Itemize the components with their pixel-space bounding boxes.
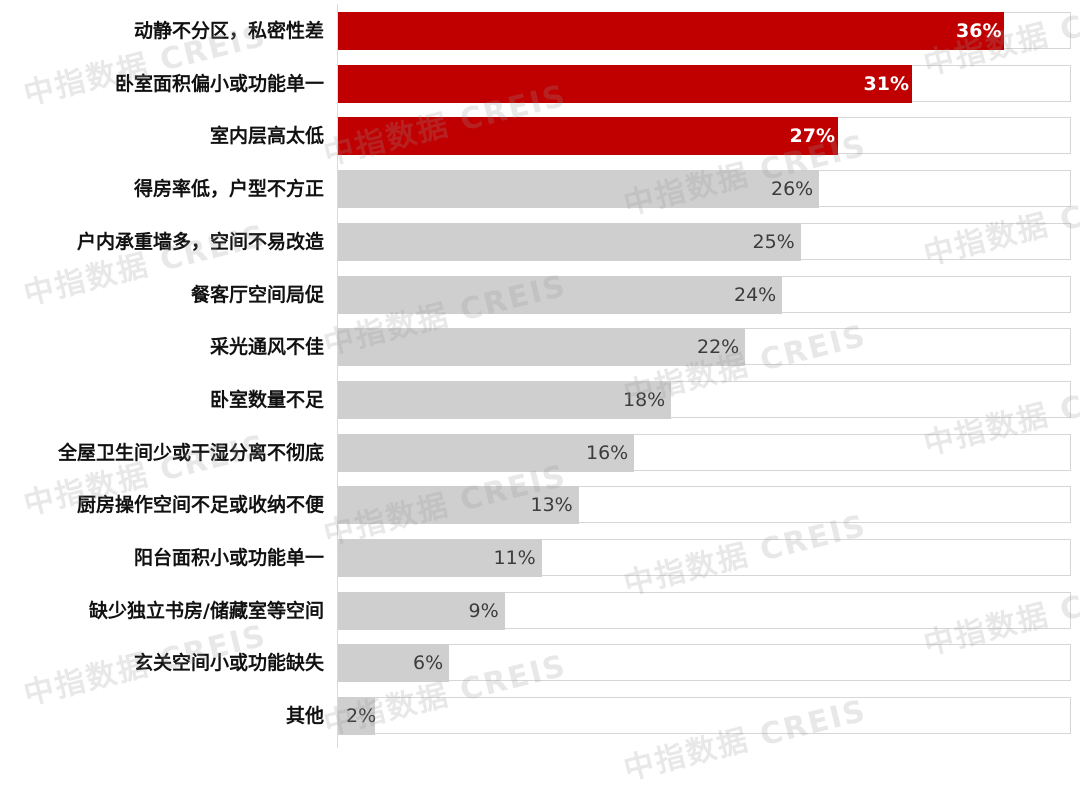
value-label: 22% <box>697 336 740 359</box>
bar <box>338 117 838 156</box>
value-label: 16% <box>586 441 629 464</box>
value-label: 24% <box>734 283 777 306</box>
category-label: 餐客厅空间局促 <box>190 283 324 306</box>
value-label: 11% <box>493 547 536 569</box>
bar <box>338 539 542 577</box>
category-label: 采光通风不佳 <box>209 336 324 359</box>
bar <box>338 170 819 209</box>
y-axis-line <box>337 4 338 748</box>
value-label: 36% <box>956 20 1002 42</box>
value-label: 2% <box>346 705 377 728</box>
value-label: 9% <box>468 599 499 622</box>
bar <box>338 380 671 419</box>
bar <box>338 328 745 367</box>
bar-row: 缺少独立书房/储藏室等空间 9% <box>0 591 1080 630</box>
category-label: 其他 <box>285 705 324 728</box>
bar <box>338 433 634 472</box>
bar-row: 阳台面积小或功能单一 11% <box>0 539 1080 577</box>
bar-row: 动静不分区，私密性差 36% <box>0 12 1080 50</box>
value-label: 25% <box>752 230 795 253</box>
value-label: 18% <box>623 388 666 411</box>
category-label: 卧室面积偏小或功能单一 <box>114 72 324 95</box>
category-label: 阳台面积小或功能单一 <box>133 547 324 569</box>
bar-row: 采光通风不佳 22% <box>0 328 1080 367</box>
value-label: 26% <box>771 178 814 201</box>
bar <box>338 64 912 103</box>
category-label: 得房率低，户型不方正 <box>133 178 324 201</box>
bar-row: 厨房操作空间不足或收纳不便 13% <box>0 486 1080 525</box>
category-label: 缺少独立书房/储藏室等空间 <box>89 599 324 622</box>
bar <box>338 275 782 314</box>
bar <box>338 12 1004 50</box>
value-label: 6% <box>413 652 444 675</box>
value-label: 31% <box>863 72 909 95</box>
bar <box>338 591 505 630</box>
value-label: 27% <box>789 125 835 148</box>
bar <box>338 644 449 683</box>
value-label: 13% <box>530 494 573 517</box>
bar <box>338 222 801 261</box>
category-label: 室内层高太低 <box>209 125 324 148</box>
bar-row: 全屋卫生间少或干湿分离不彻底 16% <box>0 433 1080 472</box>
bar-row: 卧室面积偏小或功能单一 31% <box>0 64 1080 103</box>
category-label: 卧室数量不足 <box>209 388 324 411</box>
category-label: 玄关空间小或功能缺失 <box>133 652 324 675</box>
bar-row: 玄关空间小或功能缺失 6% <box>0 644 1080 683</box>
bar-row: 室内层高太低 27% <box>0 117 1080 156</box>
bar-track <box>338 697 1071 735</box>
category-label: 全屋卫生间少或干湿分离不彻底 <box>57 441 324 464</box>
bar-row: 餐客厅空间局促 24% <box>0 275 1080 314</box>
bar <box>338 486 579 525</box>
bar-track <box>338 644 1071 682</box>
bar-row: 卧室数量不足 18% <box>0 380 1080 419</box>
category-label: 户内承重墙多，空间不易改造 <box>76 230 324 253</box>
category-label: 厨房操作空间不足或收纳不便 <box>76 494 324 517</box>
bar <box>338 697 375 736</box>
bar-row: 其他 2% <box>0 697 1080 736</box>
bar-row: 户内承重墙多，空间不易改造 25% <box>0 222 1080 261</box>
category-label: 动静不分区，私密性差 <box>133 20 324 42</box>
bar-row: 得房率低，户型不方正 26% <box>0 170 1080 209</box>
